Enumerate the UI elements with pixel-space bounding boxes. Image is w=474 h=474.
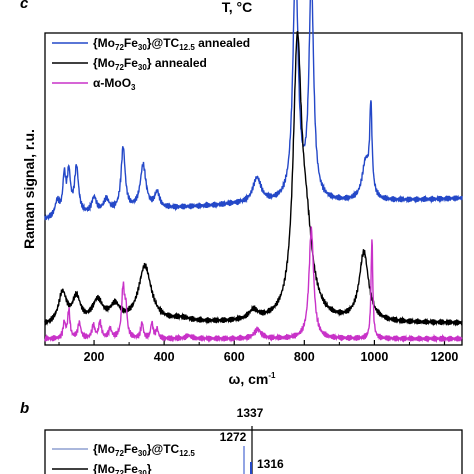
legend-text: Fe (124, 36, 138, 50)
legend-text: Fe (124, 56, 138, 70)
panel-letter-b: b (20, 400, 29, 417)
x-axis-label-text: ω, cm (229, 371, 269, 387)
annotation-1272: 1272 (220, 430, 247, 444)
plot-frame (44, 32, 463, 346)
legend-text: annealed (195, 36, 250, 50)
x-ticks: 200 400 600 800 1000 1200 (58, 340, 459, 364)
legend-subscript: 72 (115, 63, 124, 72)
legend-entry: {Mo72Fe30} (93, 462, 152, 474)
legend-subscript: 72 (115, 43, 124, 52)
series-line (44, 30, 463, 327)
legend-entry: {Mo72Fe30}@TC12.5 (93, 442, 195, 458)
series-line (44, 226, 463, 344)
legend-subscript: 12.5 (179, 43, 195, 52)
legend-entry: α-MoO3 (93, 76, 136, 92)
legend-entry: {Mo72Fe30} annealed (93, 56, 207, 72)
x-tick-label: 400 (154, 350, 175, 364)
annotation-1316: 1316 (257, 457, 284, 471)
legend-subscript: 30 (138, 449, 147, 458)
legend-text: Fe (124, 442, 138, 456)
top-axis-unit-label: T, °C (222, 0, 253, 15)
legend-subscript: 72 (115, 449, 124, 458)
raman-spectrum-panel: 200 400 600 800 1000 1200 {Mo72Fe30}@TC12.5 a… (21, 0, 463, 387)
legend-text: {Mo (93, 56, 115, 70)
legend-subscript: 3 (131, 83, 136, 92)
x-axis-label: ω, cm-1 (229, 371, 277, 387)
legend-subscript: 30 (138, 469, 147, 474)
legend-text: } (147, 462, 152, 474)
legend-text: Fe (124, 462, 138, 474)
legend-text: {Mo (93, 462, 115, 474)
legend-text: }@TC (147, 442, 180, 456)
legend-entry: {Mo72Fe30}@TC12.5 annealed (93, 36, 250, 52)
legend-text: }@TC (147, 36, 180, 50)
legend-text: annealed (152, 56, 207, 70)
panel-letter-c: c (20, 0, 29, 12)
panel-b: b 1337 1272 1316 {Mo72Fe30}@TC12.5{Mo72F… (20, 400, 463, 474)
x-tick-label: 200 (84, 350, 105, 364)
spectra (44, 0, 463, 344)
annotation-1337: 1337 (237, 406, 264, 420)
x-tick-label: 600 (224, 350, 245, 364)
series-line (44, 0, 463, 221)
legend: {Mo72Fe30}@TC12.5 annealed{Mo72Fe30} ann… (52, 36, 250, 92)
legend-subscript: 30 (138, 63, 147, 72)
legend-subscript: 72 (115, 469, 124, 474)
legend-text: {Mo (93, 36, 115, 50)
x-axis-label-sup: -1 (268, 371, 276, 380)
legend-text: {Mo (93, 442, 115, 456)
legend-subscript: 30 (138, 43, 147, 52)
legend-text: } (147, 56, 152, 70)
x-tick-label: 1000 (360, 350, 388, 364)
x-tick-label: 1200 (431, 350, 459, 364)
x-tick-label: 800 (294, 350, 315, 364)
legend-subscript: 12.5 (179, 449, 195, 458)
legend-b: {Mo72Fe30}@TC12.5{Mo72Fe30} (52, 442, 195, 474)
panel-b-frame (44, 429, 463, 474)
legend-text: α-MoO (93, 76, 131, 90)
y-axis-label: Raman signal, r.u. (21, 129, 37, 249)
